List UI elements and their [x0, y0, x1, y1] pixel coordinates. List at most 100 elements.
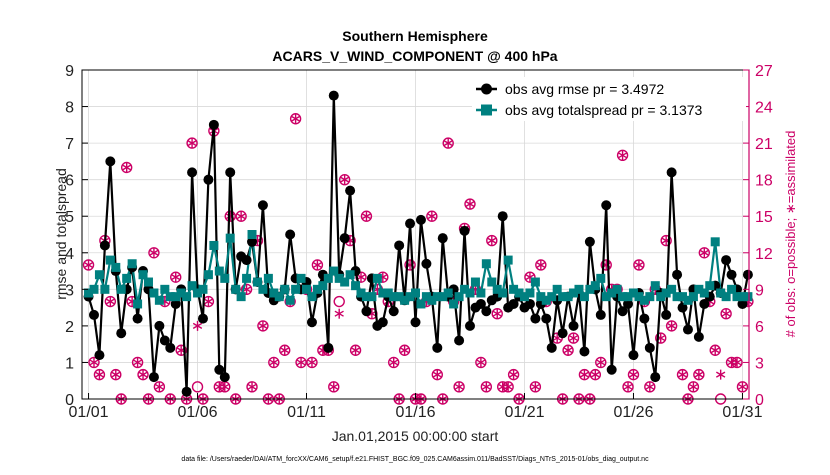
asterisk-stroke — [487, 237, 497, 244]
totalspread-point — [678, 292, 688, 302]
series-layer — [83, 90, 753, 397]
y-tick-label-left: 5 — [65, 209, 74, 226]
totalspread-point — [176, 288, 186, 298]
x-tick-label: 01/21 — [504, 404, 544, 421]
totalspread-point — [514, 288, 524, 298]
totalspread-point — [525, 288, 535, 298]
rmse-point — [475, 298, 486, 309]
totalspread-point — [481, 259, 491, 269]
obs-assimilated-point — [105, 296, 116, 307]
asterisk-stroke — [677, 371, 688, 378]
totalspread-point — [111, 262, 121, 272]
totalspread-point — [356, 288, 366, 298]
obs-assimilated-point — [715, 369, 726, 380]
totalspread-point — [438, 292, 448, 302]
obs-assimilated-point — [94, 369, 105, 380]
totalspread-point — [394, 292, 404, 302]
obs-assimilated-point — [83, 259, 94, 270]
asterisk-stroke — [694, 371, 704, 378]
obs-assimilated-point — [280, 345, 290, 356]
asterisk-stroke — [350, 347, 361, 354]
rmse-point — [132, 313, 143, 324]
asterisk-stroke — [132, 359, 143, 366]
totalspread-point — [154, 295, 164, 305]
totalspread-point — [585, 284, 595, 294]
obs-assimilated-point — [122, 162, 132, 173]
asterisk-stroke — [530, 383, 541, 390]
totalspread-point — [400, 295, 410, 305]
obs-assimilated-point — [596, 357, 606, 368]
legend-rmse-label: obs avg rmse pr = 3.4972 — [505, 81, 664, 97]
rmse-point — [682, 324, 693, 335]
rmse-point — [405, 218, 416, 229]
totalspread-point — [661, 288, 671, 298]
totalspread-point — [225, 233, 235, 243]
obs-assimilated-point — [454, 381, 464, 392]
rmse-point — [197, 313, 208, 324]
rmse-point — [203, 174, 214, 185]
totalspread-point — [291, 284, 301, 294]
obs-assimilated-point — [645, 381, 655, 392]
totalspread-point — [569, 288, 579, 298]
legend-box — [472, 77, 746, 121]
totalspread-point — [334, 273, 344, 283]
asterisk-stroke — [247, 383, 257, 390]
obs-assimilated-point — [132, 357, 143, 368]
obs-assimilated-point — [307, 357, 317, 368]
totalspread-point — [601, 292, 611, 302]
obs-assimilated-point — [154, 381, 165, 392]
obs-assimilated-point — [236, 211, 246, 222]
obs-assimilated-point — [732, 357, 742, 368]
rmse-point — [541, 313, 552, 324]
asterisk-stroke — [590, 371, 601, 378]
totalspread-point — [547, 292, 557, 302]
rmse-point — [672, 269, 683, 280]
totalspread-point — [683, 295, 693, 305]
totalspread-point — [307, 292, 317, 302]
obs-assimilated-point — [149, 247, 159, 258]
totalspread-point — [590, 281, 600, 291]
totalspread-point — [367, 292, 377, 302]
totalspread-point — [138, 270, 148, 280]
obs-possible-point — [333, 295, 345, 308]
totalspread-point — [449, 299, 459, 309]
totalspread-point — [460, 284, 470, 294]
totalspread-point — [405, 292, 415, 302]
totalspread-point — [498, 288, 508, 298]
asterisk-stroke — [645, 383, 655, 390]
rmse-point — [154, 320, 165, 331]
asterisk-stroke — [732, 359, 742, 366]
y-tick-label-right: 6 — [755, 319, 764, 336]
totalspread-point — [411, 288, 420, 298]
y-tick-label-left: 9 — [65, 63, 74, 80]
y-tick-label-right: 18 — [755, 173, 773, 190]
rmse-point — [94, 350, 105, 361]
totalspread-point — [361, 292, 371, 302]
y-tick-label-left: 7 — [65, 136, 74, 153]
totalspread-point — [470, 277, 480, 287]
obs-assimilated-point — [361, 211, 372, 222]
totalspread-point — [84, 288, 94, 298]
asterisk-stroke — [536, 261, 546, 269]
rmse-point — [617, 306, 628, 317]
totalspread-point — [618, 292, 628, 302]
totalspread-point — [312, 284, 322, 294]
asterisk-stroke — [187, 140, 197, 147]
totalspread-point — [345, 270, 355, 280]
totalspread-point — [541, 295, 551, 305]
obs-assimilated-point — [427, 211, 437, 222]
totalspread-point — [519, 292, 529, 302]
asterisk-stroke — [138, 371, 148, 378]
rmse-point — [432, 342, 443, 353]
rmse-point — [454, 335, 465, 346]
obs-assimilated-point — [721, 308, 731, 319]
rmse-point — [530, 313, 541, 324]
y-tick-label-right: 15 — [755, 209, 773, 226]
asterisk-stroke — [154, 383, 165, 390]
totalspread-point — [340, 277, 350, 287]
rmse-point — [415, 214, 426, 225]
totalspread-point — [258, 284, 268, 294]
totalspread-point — [628, 288, 638, 298]
obs-assimilated-point — [329, 381, 339, 392]
legend-spread-label: obs avg totalspread pr = 3.1373 — [505, 102, 703, 118]
